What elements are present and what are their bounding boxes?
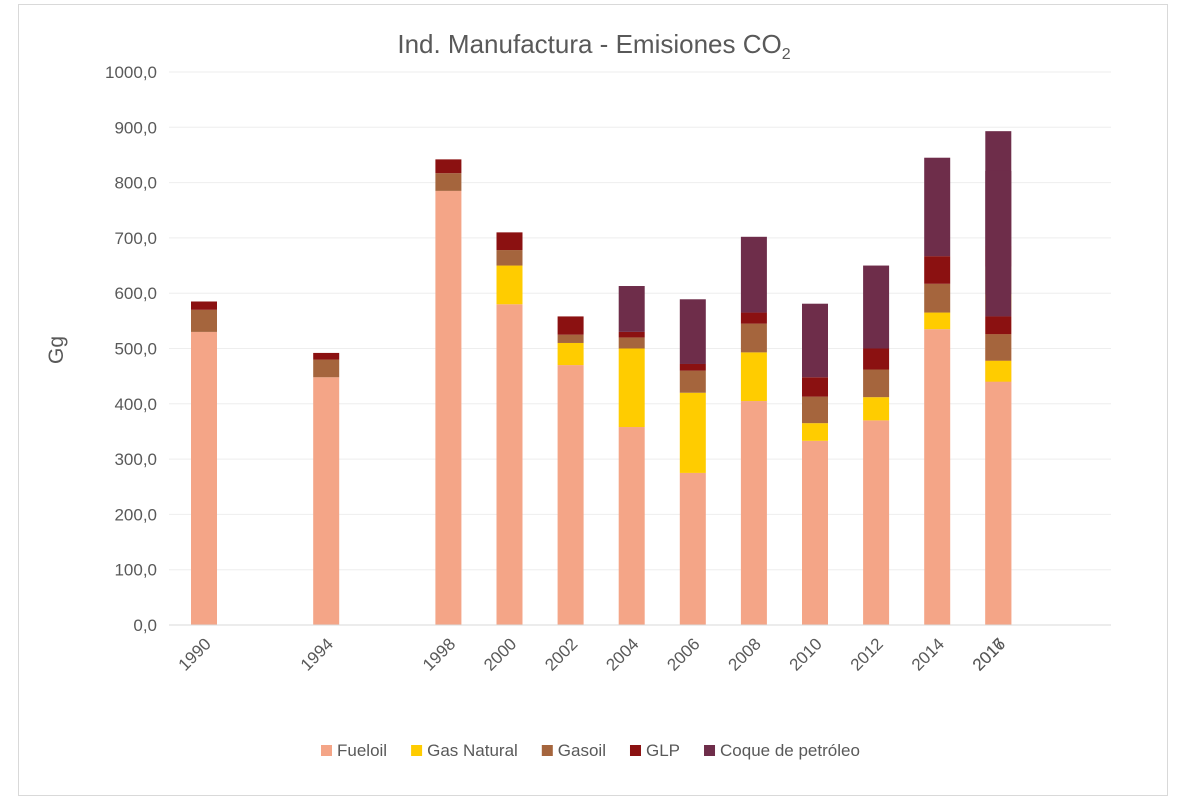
y-tick-label: 0,0 (133, 616, 157, 635)
bar-segment (740, 352, 767, 402)
y-axis-label: Gg (45, 336, 68, 364)
bar-segment (679, 299, 706, 364)
bar-segment (618, 286, 645, 332)
bar-segment (740, 236, 767, 313)
bar-segment (924, 312, 951, 330)
legend-swatch (629, 745, 641, 756)
y-tick-label: 600,0 (114, 284, 157, 303)
chart-svg: Ind. Manufactura - Emisiones CO2 0,0 100,… (45, 29, 1111, 760)
x-tick-label: 2010 (786, 634, 826, 674)
x-tick-label: 1998 (419, 634, 459, 674)
chart-title-subscript: 2 (782, 46, 791, 63)
y-tick-label: 1000,0 (105, 63, 157, 82)
legend-swatch (321, 745, 332, 756)
bar-segment (985, 170, 1012, 317)
bar-segment (313, 377, 340, 625)
bar-segment (435, 159, 462, 174)
bar-segment (740, 312, 767, 324)
bar-segment (435, 190, 462, 625)
y-tick-label: 100,0 (114, 561, 157, 580)
bar-segment (863, 348, 890, 370)
bar-segment (191, 309, 217, 332)
bar-segment (985, 360, 1012, 382)
bar-segment (740, 323, 767, 353)
y-tick-label: 400,0 (114, 395, 157, 414)
bar-segment (679, 472, 706, 625)
bar-segment (618, 348, 645, 428)
legend-swatch (541, 745, 553, 756)
bar-segment (313, 359, 340, 378)
bar-segment (618, 427, 645, 625)
legend: Fueloil Gas Natural Gasoil GLP Coque de petr… (321, 741, 860, 760)
x-tick-label: 1990 (175, 634, 215, 674)
bar-segment (802, 396, 828, 424)
y-tick-label: 900,0 (114, 118, 157, 137)
bar-segment (985, 381, 1012, 625)
chart-title: Ind. Manufactura - Emisiones CO2 (397, 29, 790, 63)
x-tick-label: 2006 (663, 634, 703, 674)
bar-segment (924, 329, 951, 625)
x-axis-ticks: 1990 1994 1998 2000 2002 2004 2006 2008 2010 2012… (175, 634, 1009, 674)
bar-segment (679, 363, 706, 371)
bar-segment (802, 303, 828, 378)
x-tick-label: 2000 (480, 634, 520, 674)
y-tick-label: 300,0 (114, 450, 157, 469)
bar-segment (863, 369, 890, 398)
bar-segment (863, 265, 890, 349)
bar-segment (924, 157, 951, 257)
bar-segment (618, 337, 645, 349)
bar-segment (985, 316, 1012, 335)
bar-segment (191, 331, 217, 625)
bar-segment (496, 304, 523, 625)
x-tick-label: 2017 (969, 634, 1009, 674)
y-tick-label: 700,0 (114, 229, 157, 248)
bar-segment (313, 352, 340, 360)
legend-swatch (704, 745, 716, 756)
bar-segment (802, 440, 828, 625)
chart-title-main: Ind. Manufactura - Emisiones CO (397, 29, 781, 59)
y-axis-ticks: 0,0 100,0 200,0 300,0 400,0 500,0 600,0 700,0 80… (105, 63, 157, 635)
bars (191, 131, 1012, 625)
bar-segment (191, 301, 217, 310)
bar-segment (496, 232, 523, 251)
bar-segment (618, 331, 645, 338)
x-tick-label: 2002 (541, 634, 581, 674)
chart-frame: Ind. Manufactura - Emisiones CO2 0,0 100,… (18, 4, 1168, 796)
bar-segment (863, 420, 890, 625)
y-tick-label: 800,0 (114, 174, 157, 193)
bar-segment (924, 256, 951, 284)
legend-label: Gasoil (558, 741, 606, 760)
bar-segment (679, 392, 706, 473)
y-tick-label: 200,0 (114, 505, 157, 524)
x-tick-label: 2004 (602, 634, 642, 674)
x-tick-label: 1994 (297, 634, 337, 674)
bar-segment (924, 283, 951, 313)
x-tick-label: 2012 (847, 634, 887, 674)
bar-segment (496, 250, 523, 266)
bar-segment (679, 370, 706, 393)
bar-segment (863, 397, 890, 421)
bar-segment (557, 334, 584, 343)
bar-segment (557, 342, 584, 366)
y-tick-label: 500,0 (114, 340, 157, 359)
bar-segment (557, 316, 584, 335)
bar-segment (435, 173, 462, 191)
bar-segment (740, 401, 767, 625)
x-tick-label: 2014 (908, 634, 948, 674)
bar-segment (802, 423, 828, 441)
x-tick-label: 2008 (725, 634, 765, 674)
bar-segment (496, 265, 523, 305)
legend-label: Fueloil (337, 741, 387, 760)
bar-segment (557, 365, 584, 625)
legend-swatch (411, 745, 423, 756)
bar-segment (802, 377, 828, 397)
legend-label: Gas Natural (427, 741, 518, 760)
bar-segment (985, 334, 1012, 361)
legend-label: GLP (646, 741, 680, 760)
legend-label: Coque de petróleo (720, 741, 860, 760)
